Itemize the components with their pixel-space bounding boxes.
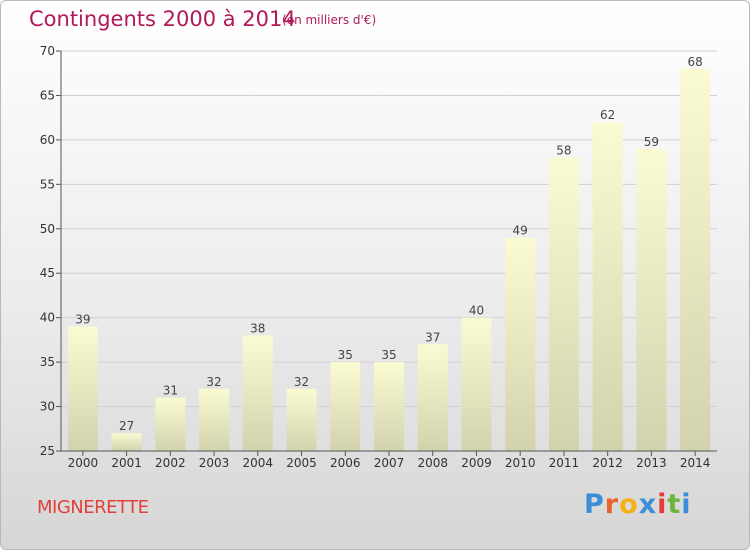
bar-2002 [155, 397, 186, 451]
y-tick-label: 60 [40, 133, 55, 147]
data-label-2005: 32 [294, 375, 309, 389]
bar-2006 [330, 362, 361, 451]
x-tick-label: 2009 [461, 456, 492, 470]
x-tick-label: 2007 [374, 456, 405, 470]
logo-letter: P [584, 489, 605, 520]
bar-2014 [680, 68, 711, 452]
y-tick-label: 55 [40, 177, 55, 191]
x-tick-label: 2010 [505, 456, 536, 470]
x-tick-label: 2012 [592, 456, 623, 470]
data-label-2004: 38 [250, 321, 265, 335]
data-label-2013: 59 [644, 135, 659, 149]
axes: 25 30 35 40 45 50 55 60 65 70 2000 2001 2002 2003 2004… [40, 44, 717, 470]
bar-2011 [548, 157, 579, 451]
y-tick-label: 40 [40, 311, 55, 325]
y-tick-label: 50 [40, 222, 55, 236]
y-tick-label: 25 [40, 444, 55, 458]
x-tick-label: 2014 [680, 456, 711, 470]
data-label-2008: 37 [425, 330, 440, 344]
bar-2009 [461, 317, 492, 451]
place-name: MIGNERETTE [37, 497, 149, 518]
data-label-2006: 35 [338, 348, 353, 362]
y-tick-label: 70 [40, 44, 55, 58]
data-label-2002: 31 [163, 384, 178, 398]
bar-2012 [592, 122, 623, 451]
bar-2008 [417, 344, 448, 451]
bars: 39 27 31 32 38 32 35 35 37 40 49 58 62 59 68 [67, 55, 711, 452]
bar-2000 [67, 326, 98, 451]
bar-2001 [111, 433, 142, 451]
chart-title: Contingents 2000 à 2014 [29, 7, 296, 31]
bar-2013 [636, 148, 667, 451]
data-label-2003: 32 [206, 375, 221, 389]
chart-subtitle: (en milliers d'€) [282, 13, 377, 27]
x-tick-label: 2005 [286, 456, 317, 470]
x-tick-label: 2008 [417, 456, 448, 470]
data-label-2012: 62 [600, 108, 615, 122]
x-tick-label: 2000 [68, 456, 99, 470]
data-label-2001: 27 [119, 419, 134, 433]
logo-letter: i [681, 489, 692, 520]
x-tick-label: 2011 [549, 456, 580, 470]
logo-letter: r [604, 489, 620, 520]
bar-2005 [286, 388, 317, 451]
data-label-2009: 40 [469, 304, 484, 318]
x-tick-label: 2001 [111, 456, 142, 470]
bar-2003 [199, 388, 230, 451]
y-tick-label: 30 [40, 400, 55, 414]
y-tick-label: 65 [40, 88, 55, 102]
y-tick-label: 35 [40, 355, 55, 369]
logo-letter: i [657, 489, 668, 520]
data-label-2014: 68 [687, 55, 702, 69]
data-label-2010: 49 [513, 224, 528, 238]
x-tick-label: 2013 [636, 456, 667, 470]
logo-letter: x [638, 489, 658, 520]
x-tick-label: 2004 [243, 456, 274, 470]
data-label-2007: 35 [381, 348, 396, 362]
logo-letter: o [619, 489, 639, 520]
logo-letter: t [667, 489, 682, 520]
bar-2010 [505, 237, 536, 451]
proxiti-logo: Proxiti [584, 489, 692, 520]
x-tick-label: 2006 [330, 456, 361, 470]
bar-2004 [242, 335, 273, 451]
y-tick-label: 45 [40, 266, 55, 280]
data-label-2000: 39 [75, 313, 90, 327]
data-label-2011: 58 [556, 144, 571, 158]
x-tick-label: 2002 [155, 456, 186, 470]
bar-2007 [374, 362, 404, 451]
x-tick-label: 2003 [199, 456, 230, 470]
